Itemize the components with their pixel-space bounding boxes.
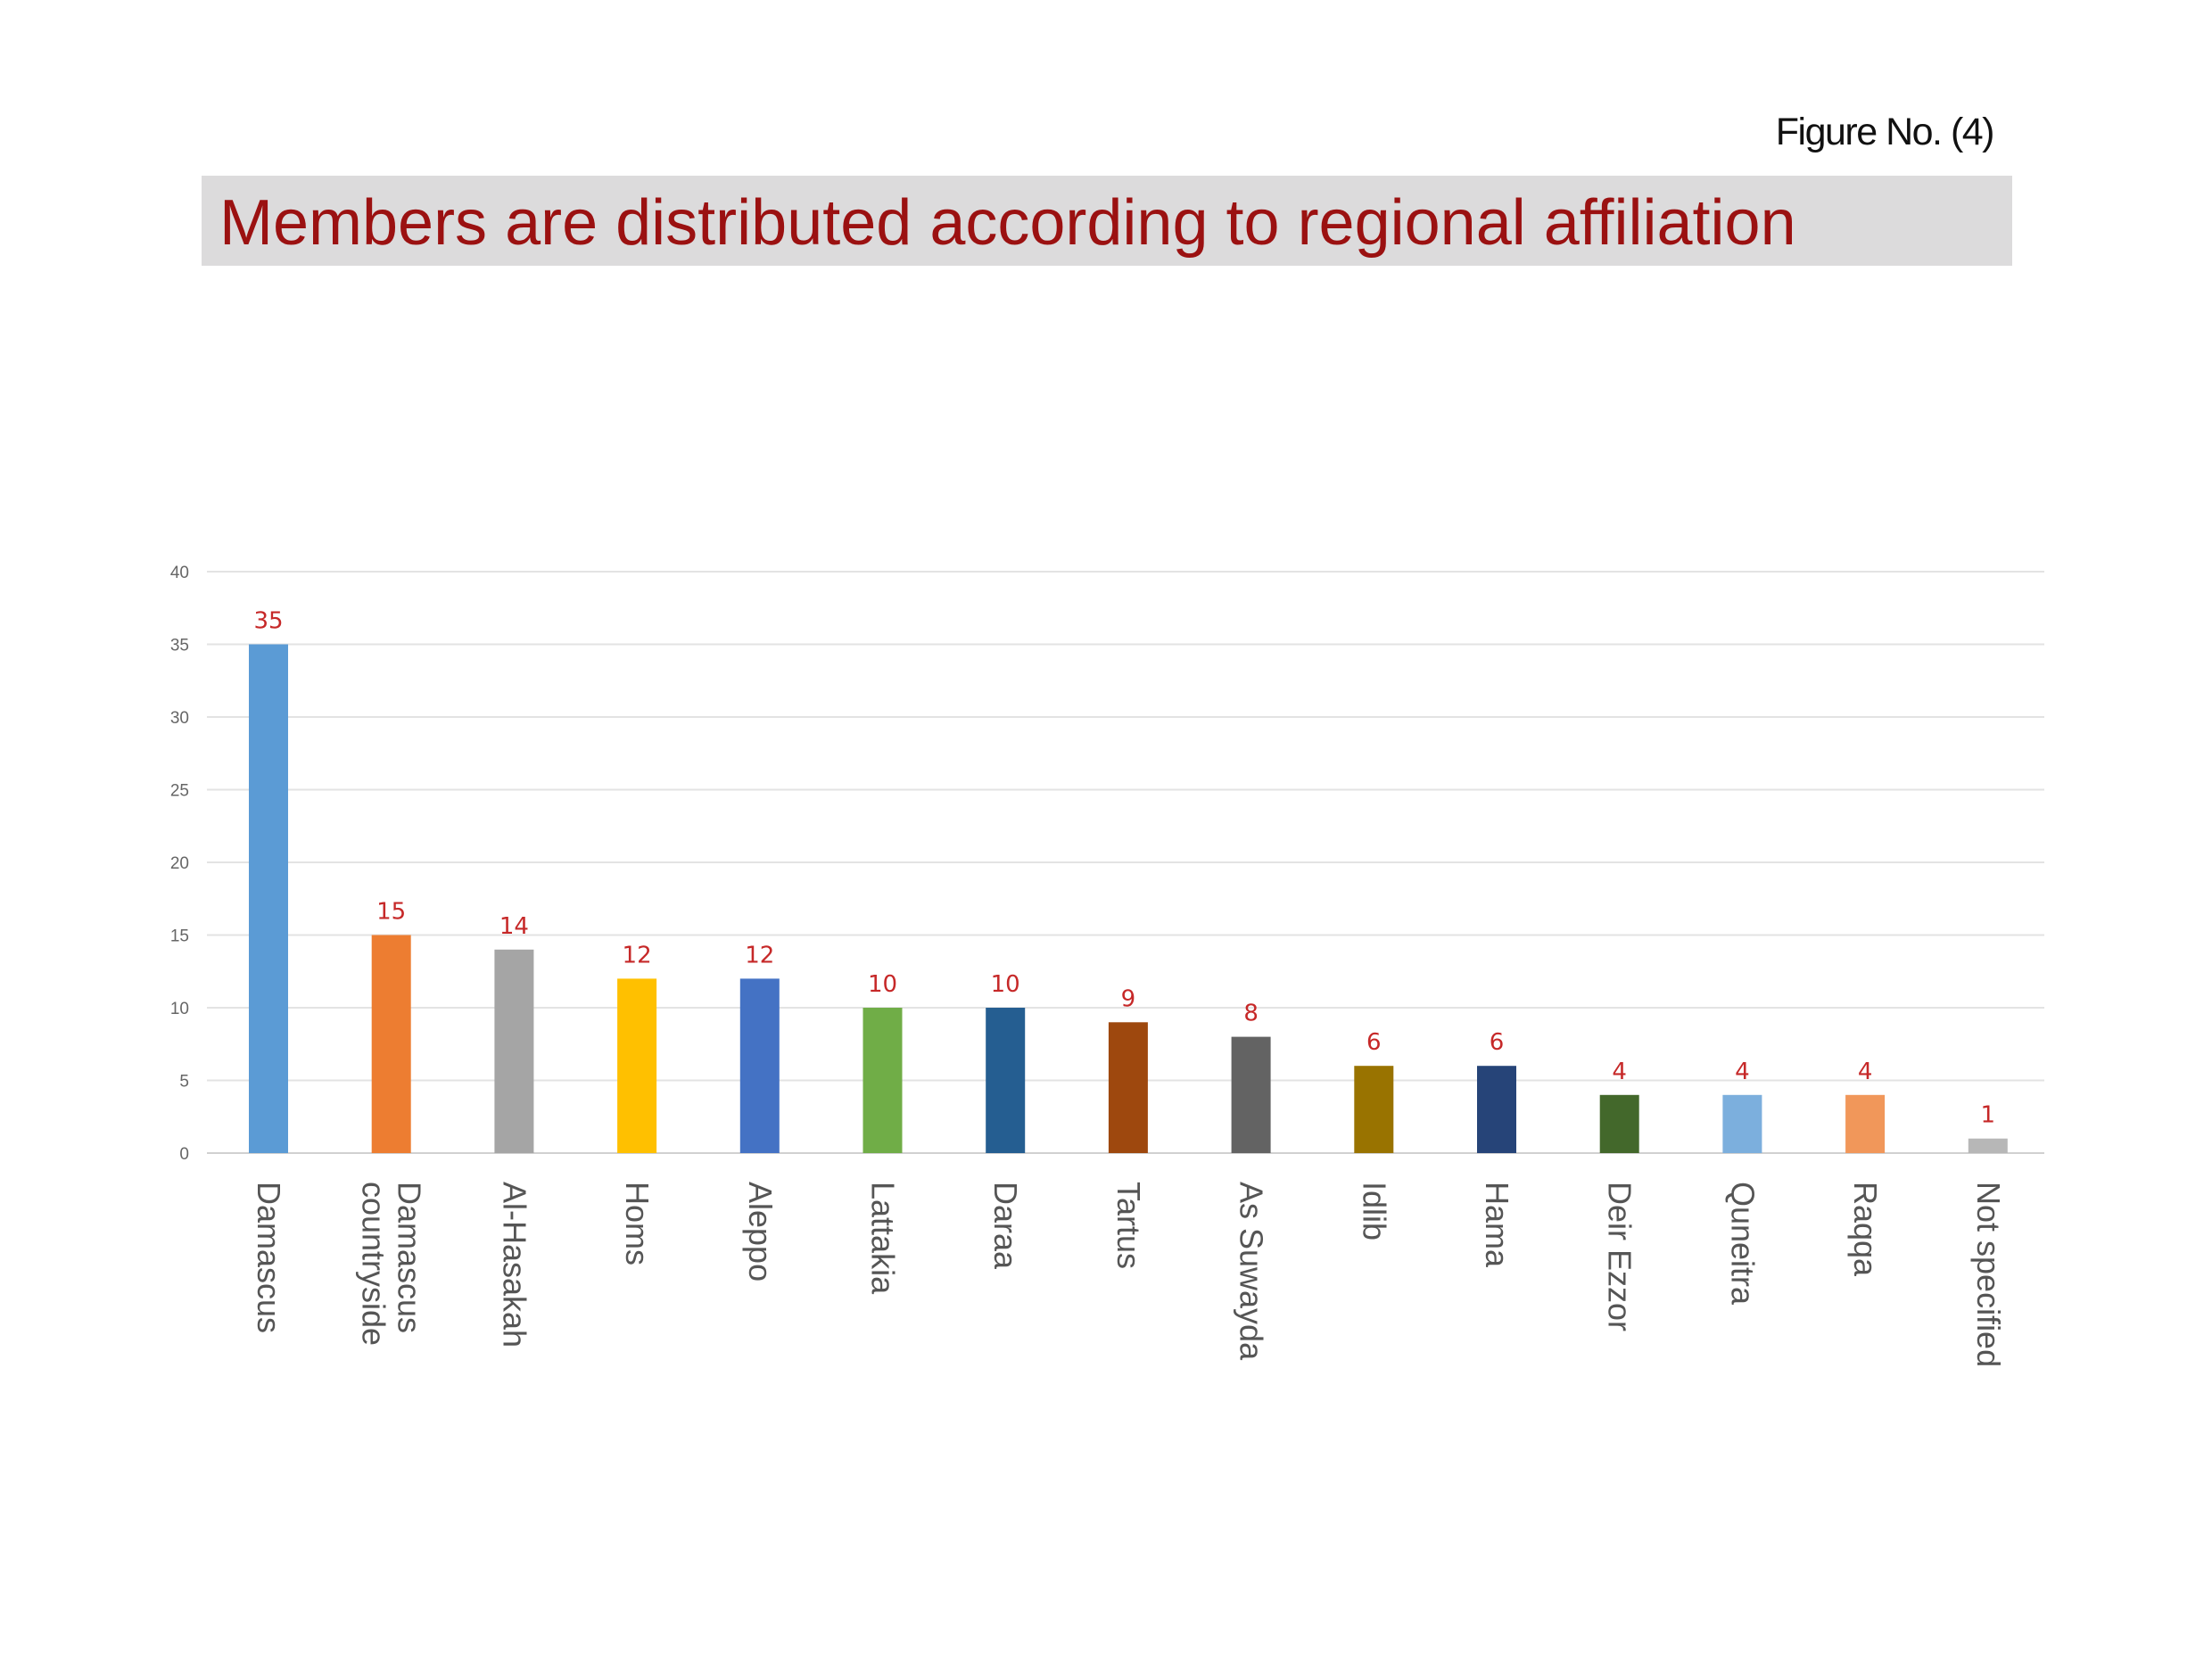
bar <box>739 978 780 1153</box>
data-label: 4 <box>1612 1059 1627 1085</box>
y-tick-label: 15 <box>170 927 189 946</box>
data-label: 10 <box>868 971 897 998</box>
x-axis-label: Tartus <box>1110 1182 1147 1269</box>
x-axis-label: Al-Hasakah <box>496 1182 532 1347</box>
data-label: 6 <box>1366 1029 1382 1056</box>
y-tick-label: 20 <box>170 854 189 873</box>
y-tick-label: 5 <box>179 1073 189 1092</box>
data-label: 12 <box>745 942 774 968</box>
x-axis-label: Daraa <box>987 1182 1024 1270</box>
y-axis-ticks: 0 5 10 15 20 25 30 35 40 <box>170 564 189 1164</box>
bar <box>249 644 288 1153</box>
data-label: 8 <box>1243 1001 1259 1027</box>
x-axis-label: Damascus <box>251 1182 287 1333</box>
x-axis-label: Hama <box>1479 1182 1515 1268</box>
x-axis-label: Quneitra <box>1724 1182 1761 1306</box>
data-labels: 35 15 14 12 12 10 10 9 8 6 6 4 4 4 1 <box>253 608 1995 1129</box>
bar <box>371 935 411 1153</box>
y-tick-label: 35 <box>170 637 189 655</box>
bar <box>1354 1066 1394 1153</box>
bar <box>617 978 657 1153</box>
bar <box>494 949 534 1153</box>
x-axis-label: Raqqa <box>1847 1182 1884 1277</box>
data-label: 14 <box>499 913 529 940</box>
x-axis-label: Homs <box>619 1182 656 1265</box>
bar <box>1599 1094 1639 1153</box>
data-label: 12 <box>623 942 652 968</box>
x-axis-label: Aleppo <box>742 1182 779 1282</box>
figure-label: Figure No. (4) <box>1775 111 1995 153</box>
y-tick-label: 0 <box>179 1145 189 1164</box>
x-axis-label: Not specified <box>1970 1182 2007 1367</box>
chart-title: Members are distributed according to reg… <box>219 187 1796 259</box>
bar <box>1477 1066 1516 1153</box>
data-label: 35 <box>253 608 283 635</box>
data-label: 4 <box>1735 1059 1750 1085</box>
bar <box>1968 1138 2008 1153</box>
bar <box>986 1008 1026 1153</box>
y-tick-label: 40 <box>170 564 189 582</box>
data-label: 1 <box>1981 1102 1996 1129</box>
y-tick-label: 10 <box>170 1000 189 1018</box>
bar <box>1231 1036 1271 1153</box>
x-axis-label: Deir Ezzor <box>1602 1182 1638 1331</box>
title-band: Members are distributed according to reg… <box>202 176 2012 266</box>
x-axis-label: Lattakia <box>865 1182 902 1295</box>
x-axis-label: Idlib <box>1356 1182 1392 1240</box>
y-tick-label: 25 <box>170 782 189 801</box>
y-tick-label: 30 <box>170 709 189 728</box>
data-label: 10 <box>991 971 1020 998</box>
bars <box>249 644 2008 1153</box>
data-label: 6 <box>1490 1029 1505 1056</box>
bar <box>1722 1094 1762 1153</box>
data-label: 15 <box>376 899 406 926</box>
bar <box>1108 1022 1148 1153</box>
bar <box>863 1008 903 1153</box>
x-axis-label: Damascus <box>392 1182 428 1333</box>
bar <box>1845 1094 1886 1153</box>
data-label: 4 <box>1858 1059 1873 1085</box>
data-label: 9 <box>1121 985 1136 1012</box>
x-axis-label: As Suwayda <box>1234 1182 1270 1361</box>
x-axis-label: countryside <box>356 1182 392 1346</box>
